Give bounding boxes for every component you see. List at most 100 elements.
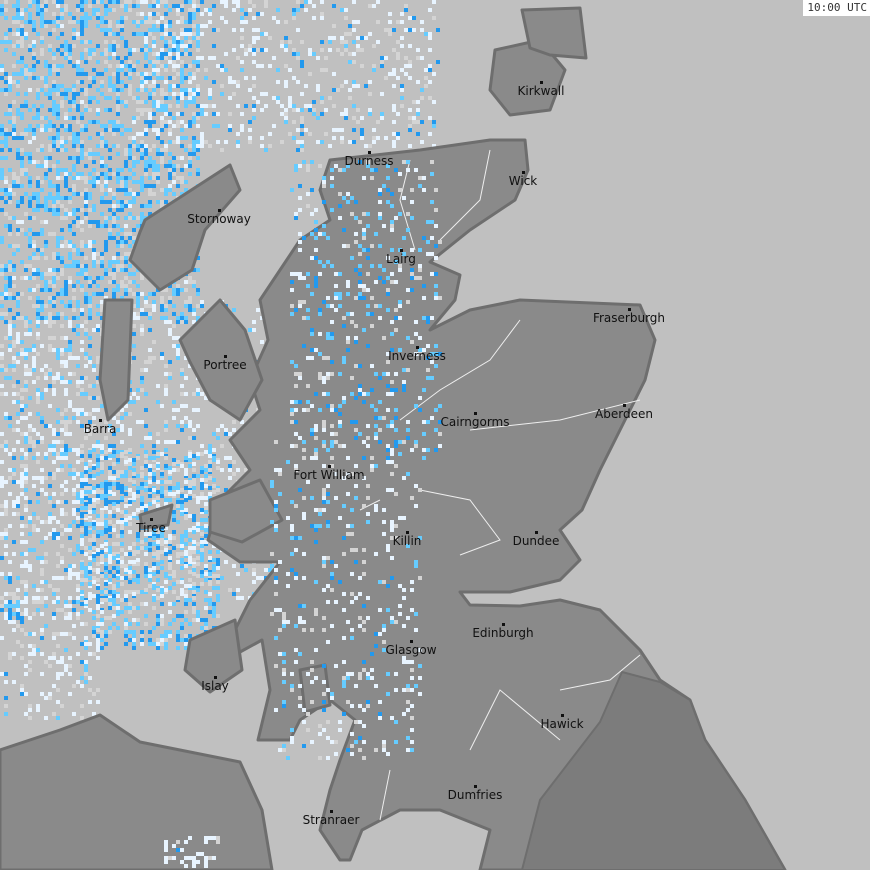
radar-cell [160, 534, 164, 538]
radar-cell [248, 44, 252, 48]
radar-cell [420, 140, 424, 144]
radar-cell [20, 484, 24, 488]
radar-cell [252, 52, 256, 56]
radar-cell [124, 618, 128, 622]
radar-cell [168, 492, 172, 496]
radar-cell [180, 76, 184, 80]
radar-cell [120, 124, 124, 128]
radar-cell [108, 598, 112, 602]
radar-cell [84, 462, 88, 466]
radar-cell [80, 312, 84, 316]
radar-cell [52, 300, 56, 304]
radar-cell [24, 316, 28, 320]
radar-cell [24, 264, 28, 268]
radar-cell [20, 340, 24, 344]
radar-cell [56, 24, 60, 28]
radar-cell [140, 312, 144, 316]
radar-cell [52, 212, 56, 216]
radar-cell [64, 360, 68, 364]
radar-cell [112, 602, 116, 606]
radar-cell [208, 8, 212, 12]
radar-cell [292, 48, 296, 52]
radar-cell [32, 512, 36, 516]
radar-cell [16, 4, 20, 8]
radar-cell [372, 140, 376, 144]
radar-cell [200, 552, 204, 556]
radar-cell [172, 324, 176, 328]
radar-cell [100, 0, 104, 4]
radar-cell [56, 84, 60, 88]
radar-cell [16, 152, 20, 156]
radar-cell [116, 260, 120, 264]
radar-cell [148, 16, 152, 20]
radar-cell [28, 320, 32, 324]
radar-cell [352, 116, 356, 120]
radar-cell [196, 392, 200, 396]
radar-cell [112, 524, 116, 528]
radar-cell [116, 284, 120, 288]
radar-cell [84, 470, 88, 474]
radar-cell [136, 132, 140, 136]
radar-cell [76, 140, 80, 144]
radar-cell [180, 28, 184, 32]
radar-cell [180, 168, 184, 172]
radar-cell [124, 292, 128, 296]
radar-cell [4, 132, 8, 136]
radar-cell [84, 180, 88, 184]
radar-cell [88, 412, 92, 416]
radar-cell [152, 4, 156, 8]
radar-cell [112, 272, 116, 276]
radar-cell [132, 630, 136, 634]
radar-cell [16, 400, 20, 404]
radar-cell [124, 486, 128, 490]
radar-cell [8, 492, 12, 496]
radar-cell [4, 136, 8, 140]
radar-cell [208, 550, 212, 554]
radar-cell [12, 192, 16, 196]
radar-cell [32, 456, 36, 460]
radar-cell [124, 594, 128, 598]
radar-cell [196, 124, 200, 128]
radar-cell [184, 164, 188, 168]
radar-cell [24, 324, 28, 328]
radar-cell [84, 40, 88, 44]
radar-cell [332, 4, 336, 8]
radar-cell [132, 560, 136, 564]
radar-cell [56, 104, 60, 108]
radar-cell [60, 244, 64, 248]
radar-cell [116, 606, 120, 610]
radar-cell [52, 28, 56, 32]
radar-cell [248, 140, 252, 144]
radar-cell [56, 72, 60, 76]
radar-cell [160, 160, 164, 164]
radar-cell [176, 20, 180, 24]
radar-cell [80, 208, 84, 212]
radar-cell [112, 606, 116, 610]
radar-cell [4, 376, 8, 380]
radar-cell [148, 160, 152, 164]
radar-cell [84, 642, 88, 646]
radar-cell [72, 132, 76, 136]
radar-cell [184, 542, 188, 546]
radar-cell [84, 522, 88, 526]
radar-cell [80, 128, 84, 132]
radar-cell [56, 520, 60, 524]
radar-cell [340, 8, 344, 12]
radar-cell [72, 16, 76, 20]
radar-cell [52, 208, 56, 212]
radar-cell [104, 20, 108, 24]
radar-cell [44, 160, 48, 164]
radar-cell [64, 4, 68, 8]
radar-cell [168, 120, 172, 124]
radar-cell [0, 504, 4, 508]
radar-cell [160, 200, 164, 204]
radar-cell [72, 520, 76, 524]
radar-cell [104, 8, 108, 12]
radar-cell [16, 412, 20, 416]
radar-cell [324, 108, 328, 112]
radar-cell [408, 60, 412, 64]
radar-cell [96, 484, 100, 488]
radar-cell [40, 76, 44, 80]
radar-cell [388, 20, 392, 24]
radar-cell [120, 204, 124, 208]
